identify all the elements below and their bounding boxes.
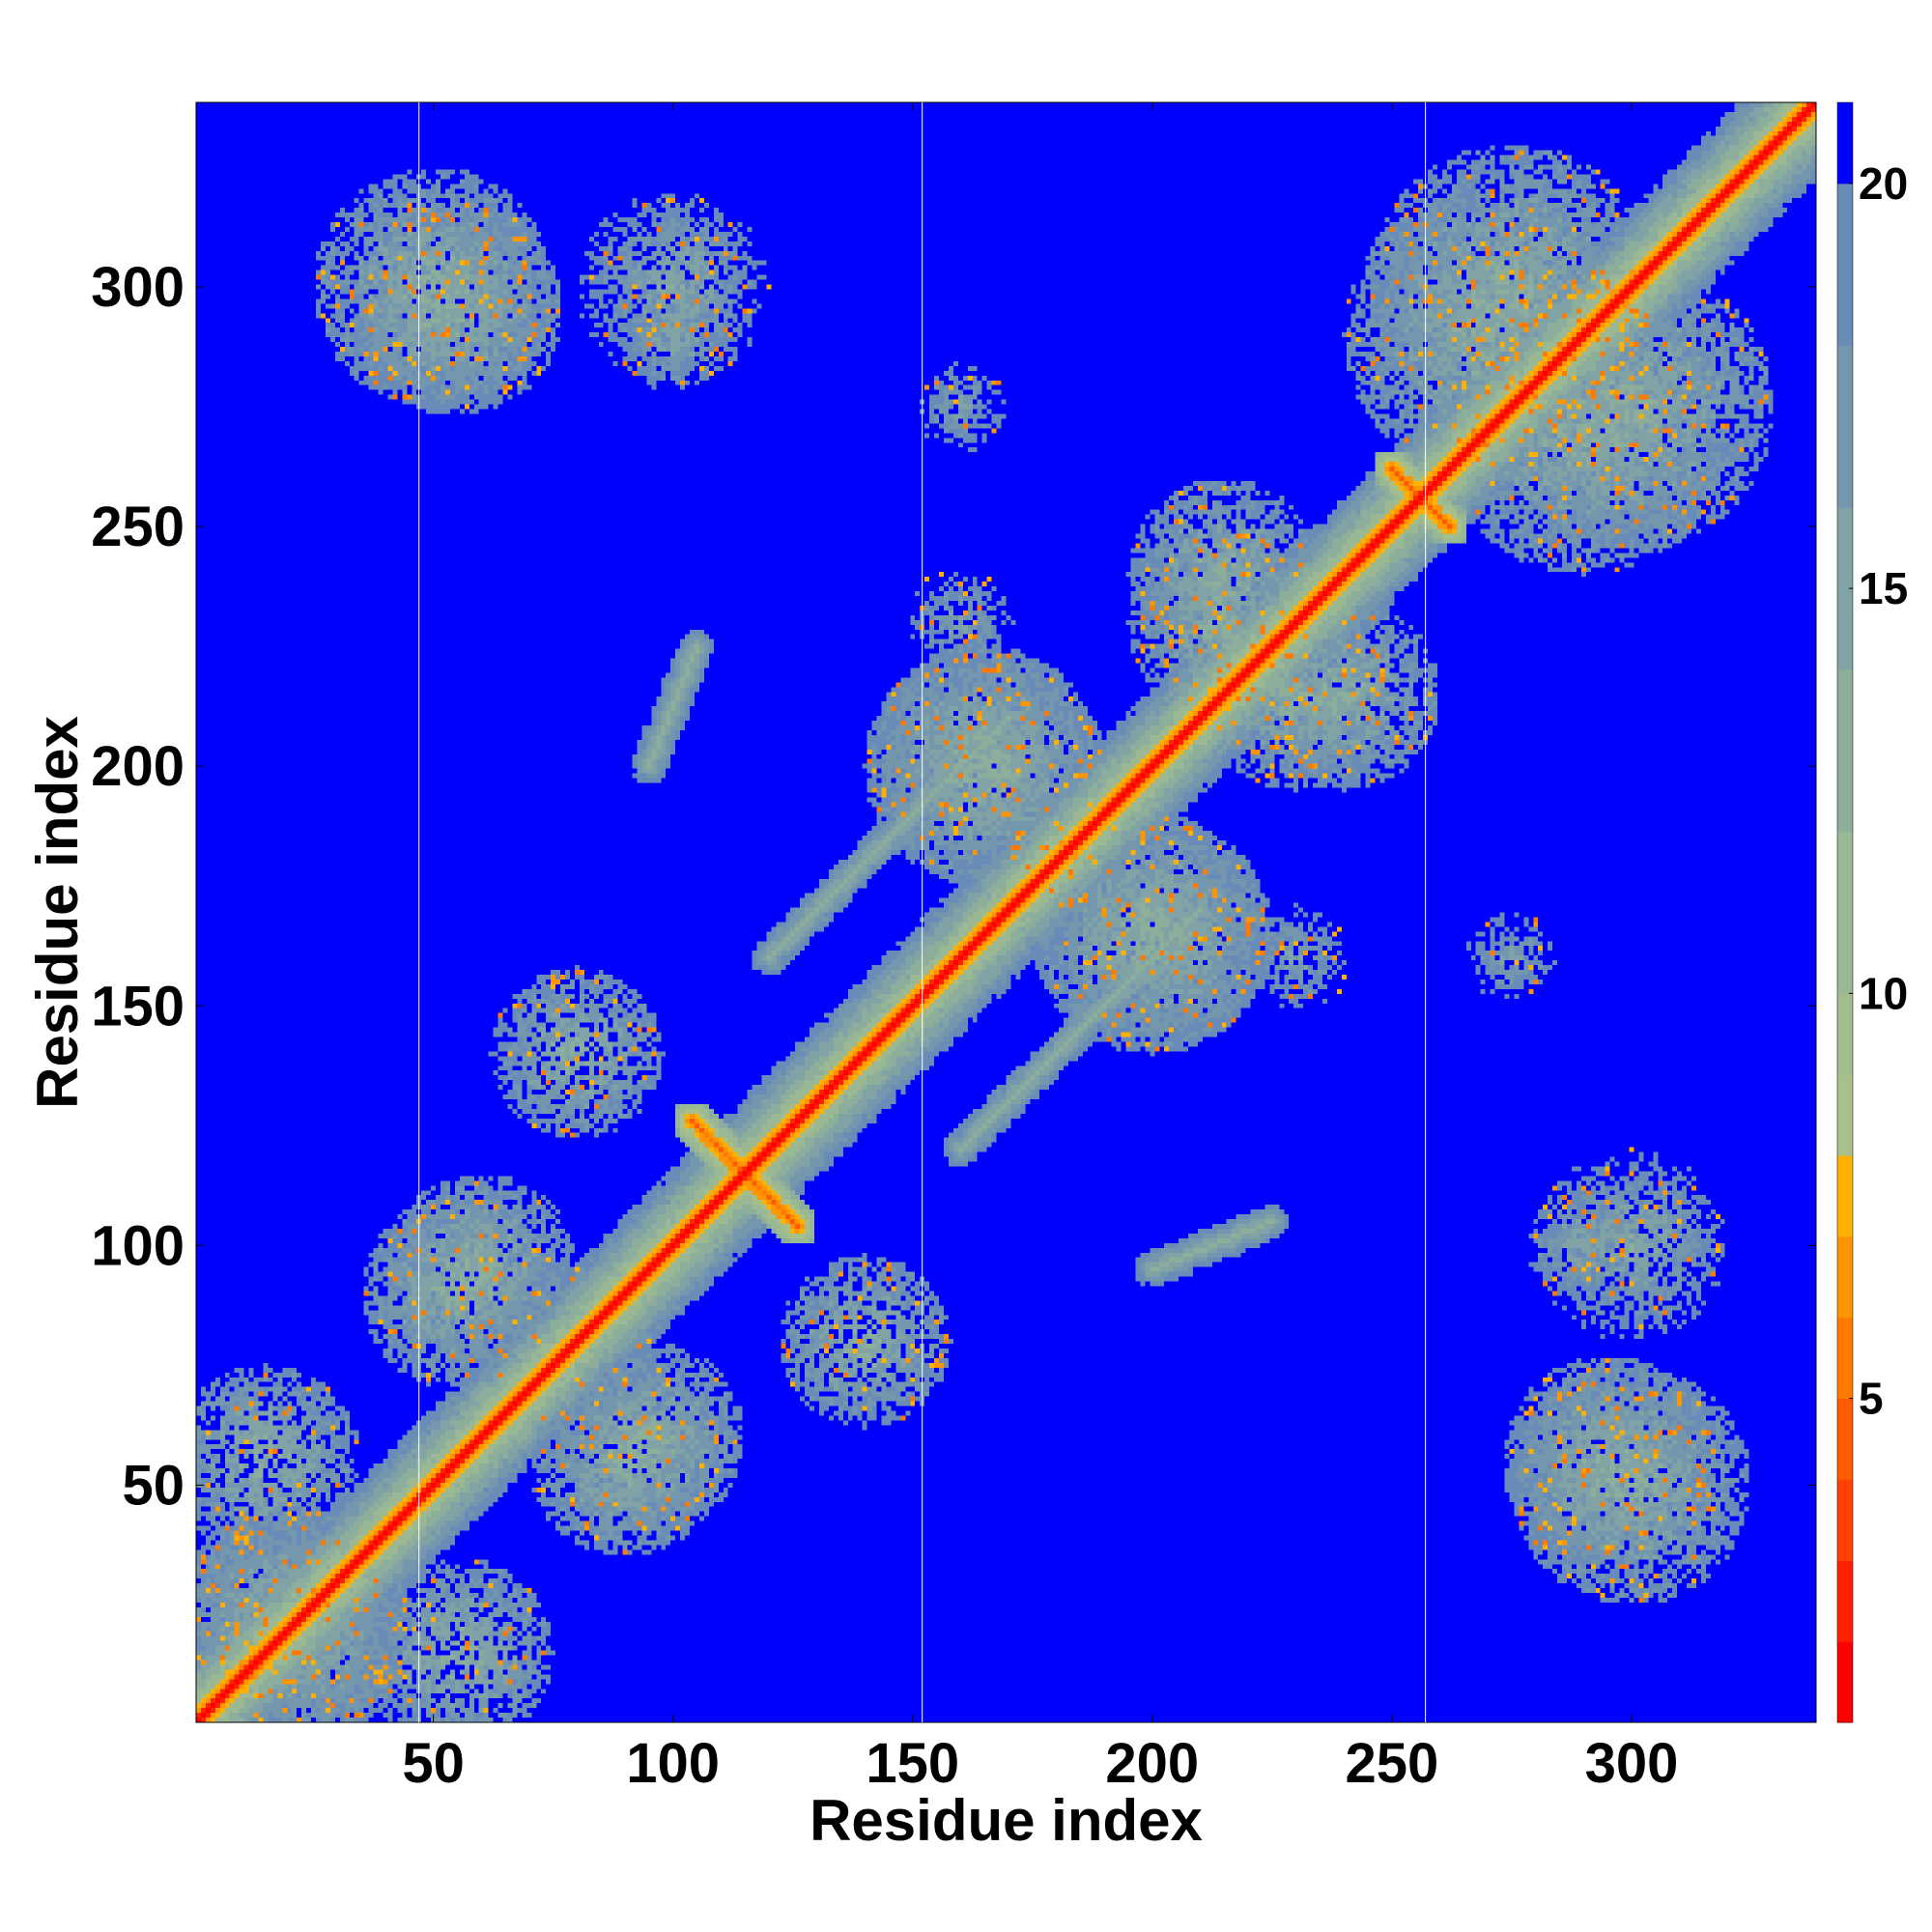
y-tick-label: 200 (91, 735, 185, 798)
colorbar-segment (1837, 102, 1853, 185)
x-axis-title: Residue index (810, 1788, 1203, 1853)
colorbar-segment (1837, 1155, 1853, 1237)
y-tick-label: 100 (91, 1214, 185, 1277)
domain-boundary-lines (418, 102, 1427, 1722)
colorbar-segment (1837, 507, 1853, 670)
y-tick-label: 300 (91, 256, 185, 319)
colorbar-segment (1837, 183, 1853, 347)
x-tick-label: 250 (1346, 1732, 1439, 1795)
colorbar-segment (1837, 345, 1853, 508)
x-tick-label: 300 (1585, 1732, 1679, 1795)
colorbar-segment (1837, 668, 1853, 833)
colorbar-tick-label: 20 (1859, 158, 1908, 209)
y-axis-title: Residue index (25, 716, 90, 1109)
x-axis: 50 100 150 200 250 300 (402, 102, 1678, 1795)
colorbar-segment (1837, 831, 1853, 994)
x-tick-label: 100 (626, 1732, 720, 1795)
colorbar-segment (1837, 1236, 1853, 1319)
colorbar-segment (1837, 1641, 1853, 1723)
colorbar-tick-label: 5 (1859, 1374, 1884, 1424)
y-tick-label: 250 (91, 496, 185, 558)
colorbar-tick-label: 15 (1859, 563, 1908, 613)
x-tick-label: 200 (1105, 1732, 1199, 1795)
colorbar-segment (1837, 1074, 1853, 1156)
y-tick-label: 50 (122, 1454, 185, 1517)
colorbar-segment (1837, 1317, 1853, 1400)
y-tick-label: 150 (91, 975, 185, 1037)
x-tick-label: 50 (402, 1732, 465, 1795)
colorbar-segment (1837, 1398, 1853, 1480)
x-tick-label: 150 (866, 1732, 959, 1795)
colorbar-segment (1837, 1479, 1853, 1561)
plot-frame (195, 101, 1817, 1723)
colorbar-tick-label: 10 (1859, 968, 1908, 1018)
colorbar-segment (1837, 993, 1853, 1075)
heatmap-plot-area (195, 101, 1817, 1723)
colorbar-frame (1836, 101, 1854, 1723)
colorbar: 5 10 15 20 (1836, 101, 1908, 1723)
y-axis: 50 100 150 200 250 300 (91, 256, 1816, 1517)
colorbar-segment (1837, 1560, 1853, 1642)
heatmap-cells (196, 102, 1816, 1722)
